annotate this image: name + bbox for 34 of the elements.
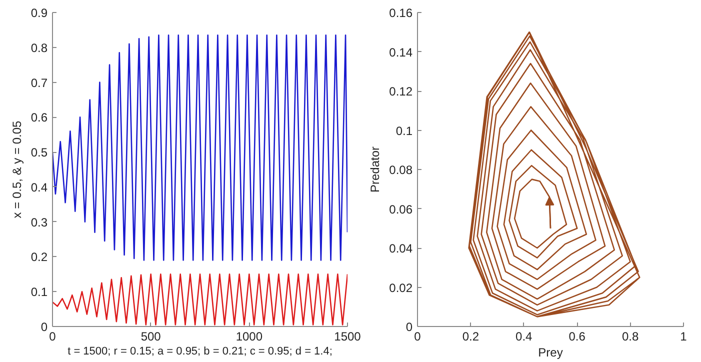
y-tick-label: 0 xyxy=(40,320,48,334)
x-tick-label: 0.6 xyxy=(568,330,586,344)
x-axis-title: Prey xyxy=(538,346,563,360)
y-tick-label: 0.3 xyxy=(30,215,48,230)
y-tick-label: 0.1 xyxy=(396,124,413,138)
y-tick-label: 0.02 xyxy=(389,280,413,295)
y-tick-label: 0.5 xyxy=(30,146,48,160)
x-tick-label: 1 xyxy=(680,330,688,344)
y-tick-label: 0.8 xyxy=(30,40,48,55)
x-tick-label: 0.2 xyxy=(462,330,480,344)
y-tick-label: 0.04 xyxy=(389,242,413,256)
y-tick-label: 0.2 xyxy=(30,250,48,264)
y-tick-label: 0.7 xyxy=(30,76,48,90)
x-tick-label: 1500 xyxy=(334,330,362,344)
x-tick-label: 0 xyxy=(414,330,422,344)
x-tick-label: 0 xyxy=(49,330,56,344)
line-series xyxy=(52,34,348,261)
y-tick-label: 0.1 xyxy=(30,285,48,300)
y-tick-label: 0.06 xyxy=(389,202,413,216)
x-tick-label: 0.8 xyxy=(622,330,639,344)
x-tick-label: 0.4 xyxy=(516,330,533,344)
y-tick-label: 0.9 xyxy=(30,6,48,20)
x-tick-label: 1000 xyxy=(236,330,263,344)
x-axis-title: t = 1500; r = 0.15; a = 0.95; b = 0.21; c = 0.95; d = 1.4; xyxy=(68,346,332,358)
x-tick-label: 500 xyxy=(140,330,162,344)
y-tick-label: 0.12 xyxy=(389,84,413,98)
y-tick-label: 0.16 xyxy=(389,6,413,20)
y-tick-label: 0.14 xyxy=(389,45,413,60)
y-tick-label: 0.08 xyxy=(389,163,413,177)
y-axis-title: Predator xyxy=(368,146,382,193)
y-axis-title: x = 0.5, & y = 0.05 xyxy=(10,120,24,218)
y-tick-label: 0 xyxy=(406,320,413,334)
y-tick-label: 0.4 xyxy=(30,180,48,194)
y-tick-label: 0.6 xyxy=(30,110,48,125)
